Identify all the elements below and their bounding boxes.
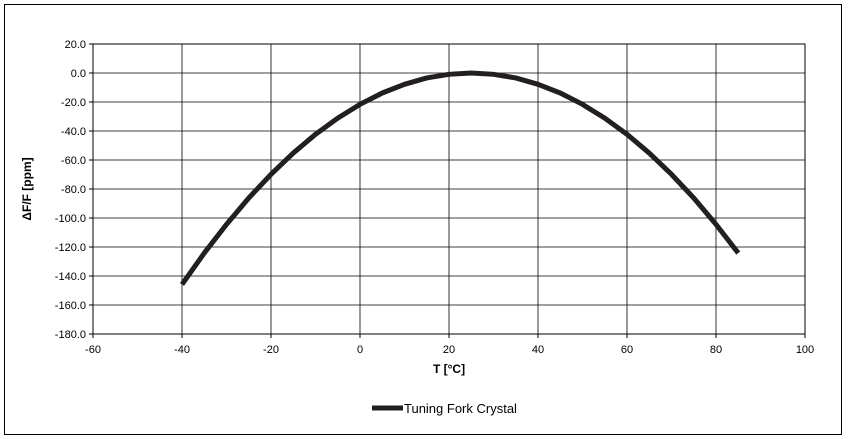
y-tick-label: 0.0 (71, 68, 86, 80)
y-tick-label: -40.0 (61, 126, 86, 138)
legend: Tuning Fork Crystal (372, 401, 517, 416)
line-chart: 20.0 0.0 -20.0 -40.0 -60.0 -80.0 -100.0 -120.0 -… (20, 39, 814, 416)
y-tick-label: -80.0 (61, 184, 86, 196)
grid (92, 43, 806, 335)
y-tick-label: 20.0 (65, 39, 86, 51)
y-axis-label: ΔF/F [ppm] (20, 157, 34, 220)
x-tick-label: 0 (357, 344, 363, 356)
y-axis-ticks: 20.0 0.0 -20.0 -40.0 -60.0 -80.0 -100.0 -120.0 -… (55, 39, 93, 341)
y-tick-label: -160.0 (55, 300, 86, 312)
series-layer (179, 70, 741, 286)
x-tick-label: 80 (710, 344, 722, 356)
x-tick-label: 20 (443, 344, 455, 356)
x-tick-label: -60 (85, 344, 101, 356)
y-tick-label: -180.0 (55, 329, 86, 341)
x-axis-ticks: -60 -40 -20 0 20 40 60 80 100 (85, 334, 814, 356)
x-tick-label: 60 (621, 344, 633, 356)
x-tick-label: -20 (263, 344, 279, 356)
x-tick-label: -40 (174, 344, 190, 356)
y-tick-label: -120.0 (55, 242, 86, 254)
y-tick-label: -140.0 (55, 271, 86, 283)
y-tick-label: -60.0 (61, 155, 86, 167)
series-line-tuning-fork-crystal (179, 70, 741, 286)
y-tick-label: -100.0 (55, 213, 86, 225)
plot-area (92, 43, 806, 335)
x-tick-label: 40 (532, 344, 544, 356)
legend-label: Tuning Fork Crystal (404, 401, 517, 416)
x-tick-label: 100 (796, 344, 814, 356)
x-axis-label: T [°C] (433, 362, 465, 376)
chart-frame: 20.0 0.0 -20.0 -40.0 -60.0 -80.0 -100.0 -120.0 -… (4, 4, 842, 435)
y-tick-label: -20.0 (61, 97, 86, 109)
